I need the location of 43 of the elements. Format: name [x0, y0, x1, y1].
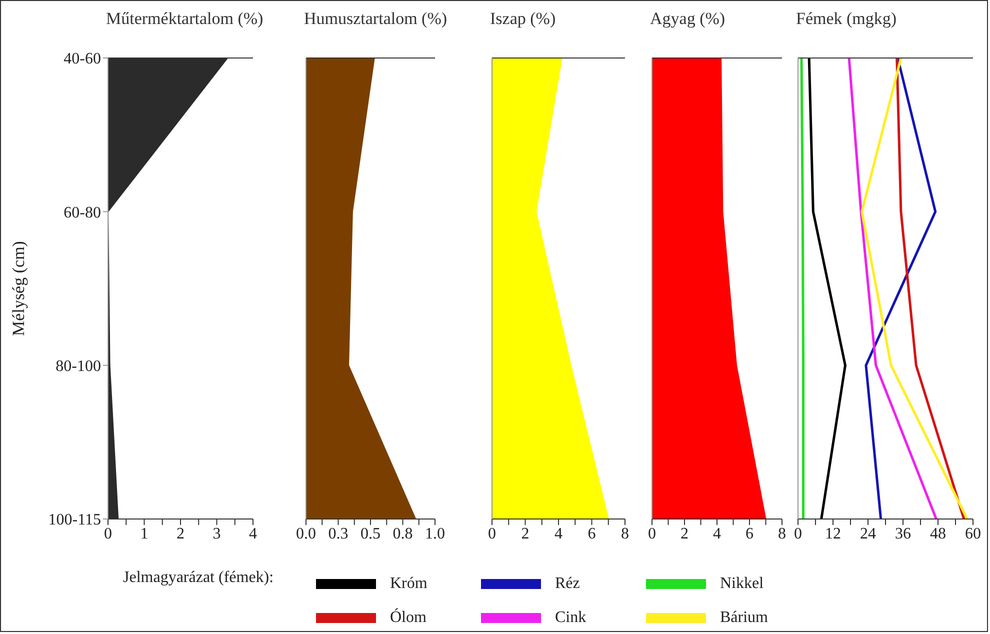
legend-label: Bárium [720, 609, 768, 627]
x-tick-label: 1.0 [425, 525, 445, 542]
x-tick-label: 12 [825, 525, 841, 542]
legend-label: Króm [390, 575, 428, 593]
legend-label: Réz [555, 575, 580, 593]
x-tick-label: 24 [860, 525, 876, 542]
x-tick-label: 3 [212, 525, 221, 542]
x-tick-label: 0 [488, 525, 496, 542]
x-tick-label: 4 [713, 525, 721, 542]
x-tick-label: 0.0 [296, 525, 316, 542]
x-tick-label: 4 [554, 525, 562, 542]
x-tick-label: 0 [794, 525, 802, 542]
legend-label: Cink [555, 609, 586, 627]
y-axis-title: Mélység (cm) [9, 241, 28, 336]
x-tick-label: 0.8 [392, 525, 413, 542]
x-tick-label: 0 [104, 525, 112, 542]
x-tick-label: 36 [895, 525, 911, 542]
y-tick-label: 60-80 [64, 204, 101, 222]
x-tick-label: 48 [930, 525, 946, 542]
x-tick-label: 0.3 [328, 525, 348, 542]
chart-title: Fémek (mgkg) [796, 9, 897, 29]
x-tick-label: 0 [648, 525, 656, 542]
chart-title: Agyag (%) [650, 9, 726, 29]
x-tick-label: 0.5 [360, 525, 380, 542]
x-tick-label: 8 [778, 525, 786, 542]
x-tick-label: 4 [249, 525, 257, 542]
x-tick-label: 1 [140, 525, 148, 542]
chart-title: Iszap (%) [490, 9, 556, 29]
legend-label: Ólom [390, 609, 426, 627]
x-tick-label: 6 [746, 525, 754, 542]
x-tick-label: 6 [588, 525, 596, 542]
x-tick-label: 8 [621, 525, 629, 542]
x-tick-label: 2 [680, 525, 688, 542]
y-tick-label: 100-115 [48, 512, 101, 529]
chart-title: Műterméktartalom (%) [106, 9, 264, 29]
legend-title: Jelmagyarázat (fémek): [123, 569, 274, 587]
x-tick-label: 2 [521, 525, 530, 542]
x-tick-label: 2 [176, 525, 184, 542]
x-tick-label: 60 [965, 525, 981, 542]
y-tick-label: 80-100 [56, 358, 101, 376]
y-tick-label: 40-60 [64, 50, 101, 68]
legend-label: Nikkel [720, 575, 764, 593]
chart-title: Humusztartalom (%) [304, 9, 448, 29]
